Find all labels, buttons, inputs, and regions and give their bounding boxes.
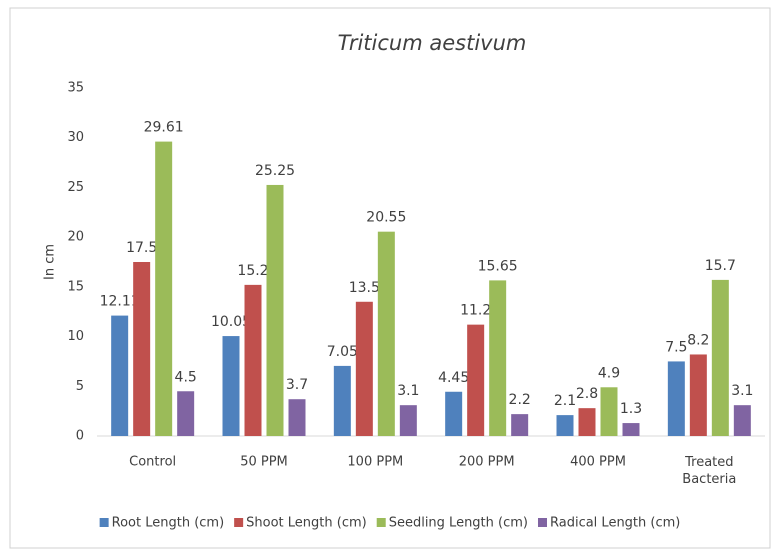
x-tick-label: Control — [129, 455, 176, 470]
bar — [556, 415, 574, 436]
value-label: 7.05 — [327, 344, 358, 360]
bar — [155, 141, 173, 437]
y-tick-label: 30 — [67, 130, 84, 145]
value-label: 15.2 — [237, 263, 268, 279]
y-tick-label: 0 — [76, 429, 84, 444]
x-tick-label: 200 PPM — [459, 455, 515, 470]
value-label: 25.25 — [255, 163, 295, 179]
bar — [244, 284, 262, 436]
legend-label: Shoot Length (cm) — [246, 516, 367, 531]
bar — [511, 414, 529, 436]
bar — [222, 336, 240, 436]
value-label: 10.05 — [211, 314, 251, 330]
legend-label: Radical Length (cm) — [550, 516, 680, 531]
value-label: 29.61 — [144, 120, 184, 136]
bar — [399, 405, 417, 436]
value-label: 2.8 — [576, 386, 598, 402]
x-tick-label: 400 PPM — [570, 455, 626, 470]
legend: Root Length (cm) Shoot Length (cm) Seedlin… — [99, 516, 680, 531]
value-label: 4.9 — [598, 365, 620, 381]
value-label: 15.65 — [478, 258, 518, 274]
bar — [445, 391, 463, 436]
bar — [489, 280, 507, 436]
bar — [111, 315, 129, 436]
y-tick-label: 10 — [67, 329, 84, 344]
y-tick-label: 5 — [76, 379, 84, 394]
y-tick-label: 20 — [67, 230, 84, 245]
bar — [355, 301, 373, 436]
bar — [622, 423, 640, 436]
bar — [667, 361, 685, 436]
value-label: 1.3 — [620, 401, 642, 417]
y-axis-label: In cm — [43, 244, 58, 280]
legend-swatch — [376, 518, 386, 527]
value-label: 2.1 — [554, 393, 576, 409]
bar — [467, 324, 485, 436]
bar — [288, 399, 306, 436]
legend-label: Root Length (cm) — [112, 516, 225, 531]
y-tick-label: 25 — [67, 180, 84, 195]
y-tick-label: 35 — [67, 81, 84, 96]
bar — [733, 405, 751, 436]
legend-swatch — [99, 518, 109, 527]
bar — [600, 387, 618, 436]
value-label: 17.5 — [126, 240, 157, 256]
x-tick-label: 50 PPM — [240, 455, 288, 470]
x-tick-label: Treated Bacteria — [682, 455, 736, 487]
bar — [711, 279, 729, 436]
value-label: 4.5 — [175, 369, 197, 385]
bar — [266, 184, 284, 436]
value-label: 2.2 — [509, 392, 531, 408]
bar — [177, 391, 195, 436]
legend-swatch — [234, 518, 244, 527]
bar — [133, 262, 151, 436]
chart-title: Triticum aestivum — [338, 31, 527, 55]
bar — [377, 231, 395, 436]
bar — [333, 365, 351, 436]
value-label: 7.5 — [665, 339, 687, 355]
value-label: 11.2 — [460, 303, 491, 319]
bar — [689, 354, 707, 436]
value-label: 20.55 — [366, 210, 406, 226]
legend-swatch — [537, 518, 547, 527]
y-tick-label: 15 — [67, 279, 84, 294]
x-tick-label: 100 PPM — [347, 455, 403, 470]
value-label: 8.2 — [687, 332, 709, 348]
value-label: 4.45 — [438, 370, 469, 386]
value-label: 12.11 — [100, 294, 140, 310]
value-label: 3.1 — [397, 383, 419, 399]
value-label: 15.7 — [705, 258, 736, 274]
value-label: 13.5 — [349, 280, 380, 296]
value-label: 3.1 — [731, 383, 753, 399]
value-label: 3.7 — [286, 377, 308, 393]
bar — [578, 408, 596, 436]
legend-label: Seedling Length (cm) — [389, 516, 528, 531]
